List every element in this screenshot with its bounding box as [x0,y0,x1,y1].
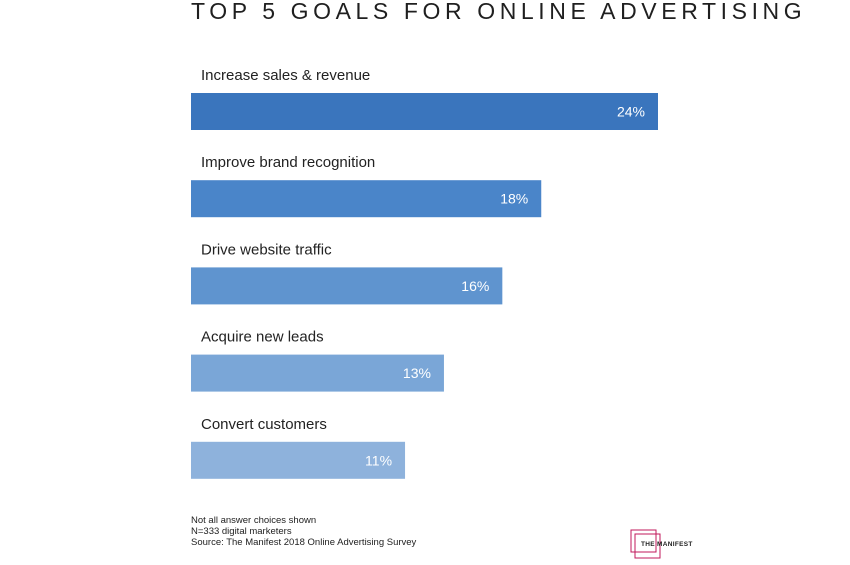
bar-convert-customers [191,441,406,479]
chart-footer: Not all answer choices shown N=333 digit… [191,515,416,548]
the-manifest-logo: THE MANIFEST [630,529,700,560]
category-label-convert-customers: Convert customers [201,416,327,433]
category-label-increase-sales-revenue: Increase sales & revenue [201,67,370,84]
value-label-acquire-new-leads: 13% [403,365,431,381]
value-label-convert-customers: 11% [365,452,392,468]
bar-acquire-new-leads [191,354,444,392]
footer-note-sample: N=333 digital marketers [191,526,292,537]
bar-drive-website-traffic [191,267,503,305]
category-label-acquire-new-leads: Acquire new leads [201,329,324,346]
value-label-increase-sales-revenue: 24% [617,104,645,120]
category-label-improve-brand-recognition: Improve brand recognition [201,154,375,171]
footer-note-choices: Not all answer choices shown [191,515,317,526]
footer-note-source: Source: The Manifest 2018 Online Adverti… [191,537,417,548]
chart-title: TOP 5 GOALS FOR ONLINE ADVERTISING [191,0,807,24]
manifest-logo-icon [630,529,661,559]
value-label-drive-website-traffic: 16% [461,278,489,294]
bar-chart: Increase sales & revenue 24% Improve brand… [191,67,658,479]
category-label-drive-website-traffic: Drive website traffic [201,241,332,258]
bar-improve-brand-recognition [191,180,542,218]
bar-increase-sales-revenue [191,93,658,130]
manifest-logo-text: THE MANIFEST [641,541,693,548]
value-label-improve-brand-recognition: 18% [500,191,528,207]
